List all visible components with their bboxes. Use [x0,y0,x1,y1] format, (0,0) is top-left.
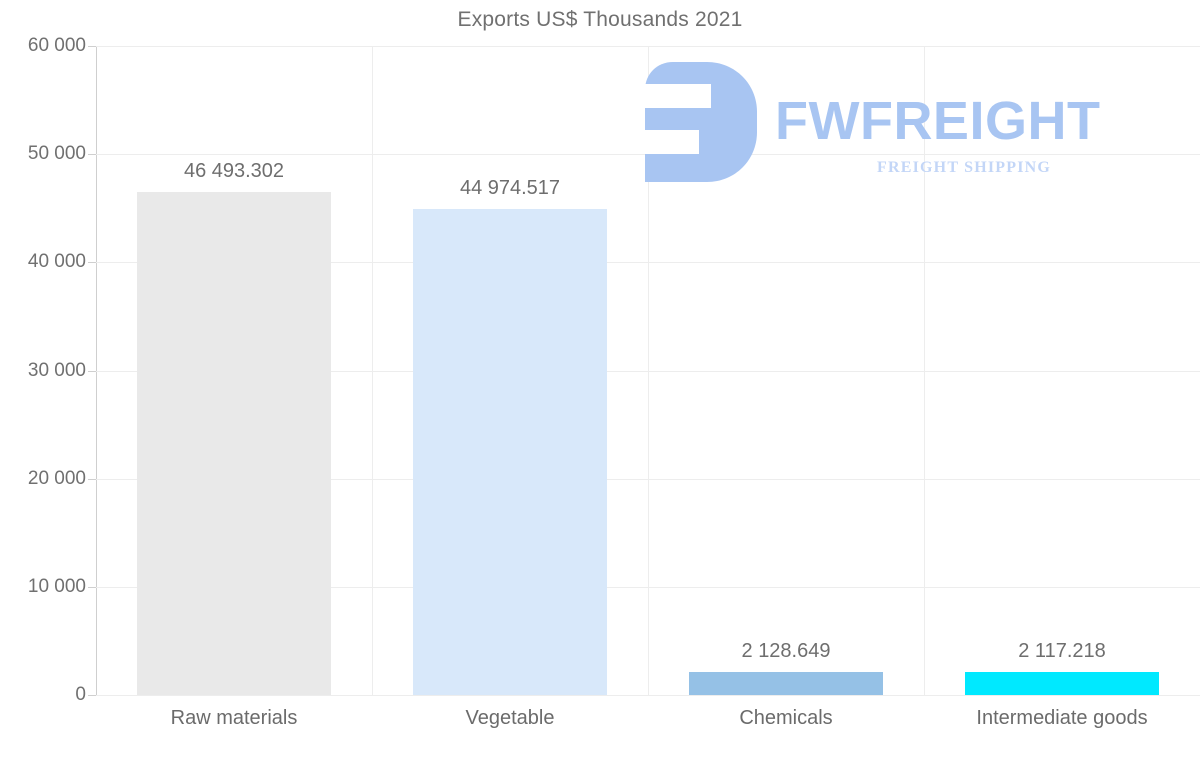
y-axis-tick [88,154,96,156]
bar-value-label: 2 128.649 [741,639,831,662]
plot-area [96,46,1200,696]
y-axis-tick-label: 10 000 [27,575,86,597]
y-axis-tick-label: 60 000 [27,35,86,56]
x-axis-category-label: Chemicals [739,707,833,729]
gridline-vertical [924,46,925,695]
y-axis-tick [88,46,96,47]
bar[interactable] [413,208,607,695]
y-axis-tick [88,586,96,588]
bar[interactable] [965,672,1159,695]
chart-title: Exports US$ Thousands 2021 [457,8,743,31]
x-axis-category-label: Raw materials [170,707,298,729]
bar[interactable] [689,671,883,695]
y-axis-tick [88,695,96,696]
gridline-vertical [372,46,373,695]
y-axis-tick-label: 20 000 [27,467,86,489]
bar-value-label: 2 117.218 [1018,640,1106,663]
y-axis-tick-label: 0 [75,684,86,705]
y-axis-tick [88,262,96,264]
y-axis-tick-label: 40 000 [27,251,86,273]
y-axis-tick-label: 50 000 [27,143,86,165]
gridline-horizontal [96,695,1200,696]
gridline-vertical [648,46,649,695]
bar-value-label: 46 493.302 [183,160,285,183]
y-axis-tick [88,370,96,372]
x-axis-category-label: Vegetable [465,707,555,729]
bar-value-label: 44 974.517 [459,176,561,199]
x-axis-category-label: Intermediate goods [976,707,1148,729]
y-axis-tick-label: 30 000 [27,359,86,381]
y-axis-tick [88,478,96,480]
bar[interactable] [137,192,331,695]
